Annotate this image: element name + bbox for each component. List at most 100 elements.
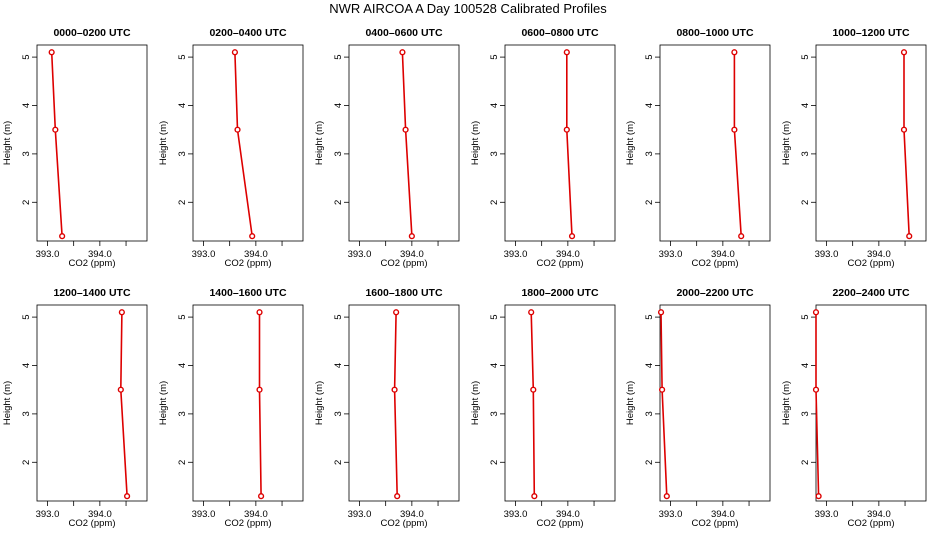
y-axis-label: Height (m) — [314, 381, 325, 425]
data-point — [563, 49, 570, 56]
x-axis-label: CO2 (ppm) — [69, 258, 116, 269]
y-tick-label: 4 — [333, 363, 344, 368]
x-tick-label: 394.0 — [711, 249, 735, 260]
y-tick-label: 2 — [489, 200, 500, 205]
data-point — [528, 309, 535, 316]
data-point — [530, 386, 537, 393]
y-tick-label: 2 — [21, 460, 32, 465]
profile-line — [393, 312, 398, 497]
data-point — [393, 309, 400, 316]
x-tick-label: 394.0 — [867, 249, 891, 260]
data-point — [52, 126, 59, 133]
y-tick-label: 3 — [489, 411, 500, 416]
y-tick-label: 4 — [489, 103, 500, 108]
y-tick-label: 3 — [177, 151, 188, 156]
data-point — [906, 233, 913, 240]
x-tick-label: 393.0 — [504, 249, 528, 260]
x-axis-label: CO2 (ppm) — [848, 518, 895, 529]
panel-title: 1400–1600 UTC — [209, 287, 286, 299]
profile-line — [401, 52, 413, 237]
data-point — [394, 493, 401, 500]
data-point — [900, 126, 908, 133]
panel-title: 0800–1000 UTC — [676, 27, 753, 39]
profile-line — [119, 312, 128, 497]
y-tick-label: 2 — [489, 460, 500, 465]
data-point — [117, 386, 124, 393]
y-tick-label: 4 — [644, 103, 655, 108]
y-tick-label: 3 — [21, 151, 32, 156]
panel-title: 0600–0800 UTC — [521, 27, 598, 39]
y-tick-label: 5 — [333, 54, 344, 59]
panel-title: 0000–0200 UTC — [53, 27, 130, 39]
y-tick-label: 3 — [333, 151, 344, 156]
y-tick-label: 4 — [21, 103, 32, 108]
data-point — [59, 233, 66, 240]
x-tick-label: 393.0 — [504, 509, 528, 520]
y-tick-label: 5 — [177, 314, 188, 319]
data-point — [731, 126, 738, 133]
x-axis-label: CO2 (ppm) — [225, 258, 272, 269]
y-axis-label: Height (m) — [158, 381, 169, 425]
y-axis-label: Height (m) — [625, 121, 636, 165]
y-tick-label: 2 — [644, 460, 655, 465]
y-tick-label: 3 — [333, 411, 344, 416]
x-tick-label: 393.0 — [659, 509, 683, 520]
y-tick-label: 5 — [800, 54, 811, 59]
data-point — [408, 233, 415, 240]
y-tick-label: 5 — [489, 314, 500, 319]
data-point — [123, 493, 131, 500]
y-tick-label: 5 — [177, 54, 188, 59]
y-tick-label: 5 — [333, 314, 344, 319]
panel-title: 0200–0400 UTC — [209, 27, 286, 39]
data-point — [563, 126, 570, 133]
data-point — [118, 309, 125, 316]
profile-line — [565, 52, 573, 237]
profile-line — [660, 312, 668, 497]
plot-frame — [36, 44, 148, 242]
x-axis-label: CO2 (ppm) — [381, 518, 428, 529]
plot-frame — [815, 44, 927, 242]
x-tick-label: 394.0 — [88, 509, 112, 520]
panel-title: 1000–1200 UTC — [832, 27, 909, 39]
panel-title: 2200–2400 UTC — [832, 287, 909, 299]
data-point — [657, 309, 665, 316]
y-tick-label: 2 — [333, 200, 344, 205]
y-tick-label: 5 — [644, 314, 655, 319]
y-tick-label: 3 — [21, 411, 32, 416]
x-axis-label: CO2 (ppm) — [848, 258, 895, 269]
x-tick-label: 394.0 — [400, 509, 424, 520]
data-point — [399, 49, 406, 56]
plot-frame — [192, 304, 304, 502]
data-point — [257, 493, 265, 500]
y-tick-label: 2 — [21, 200, 32, 205]
profile-line — [50, 52, 63, 237]
x-tick-label: 393.0 — [192, 509, 216, 520]
y-tick-label: 2 — [800, 460, 811, 465]
x-tick-label: 393.0 — [815, 509, 839, 520]
panel-title: 1800–2000 UTC — [521, 287, 598, 299]
y-tick-label: 4 — [177, 363, 188, 368]
y-tick-label: 2 — [333, 460, 344, 465]
y-tick-label: 5 — [800, 314, 811, 319]
x-tick-label: 394.0 — [556, 249, 580, 260]
plot-frame — [192, 44, 304, 242]
y-tick-label: 4 — [21, 363, 32, 368]
y-tick-label: 4 — [489, 363, 500, 368]
y-tick-label: 3 — [177, 411, 188, 416]
x-tick-label: 393.0 — [192, 249, 216, 260]
plot-frame — [348, 304, 460, 502]
profile-line — [733, 52, 742, 237]
y-axis-label: Height (m) — [158, 121, 169, 165]
x-tick-label: 393.0 — [36, 249, 60, 260]
data-point — [738, 233, 745, 240]
y-axis-label: Height (m) — [470, 121, 481, 165]
chart-main-title: NWR AIRCOA A Day 100528 Calibrated Profi… — [329, 1, 607, 16]
x-tick-label: 394.0 — [400, 249, 424, 260]
x-axis-label: CO2 (ppm) — [692, 258, 739, 269]
y-tick-label: 2 — [177, 200, 188, 205]
